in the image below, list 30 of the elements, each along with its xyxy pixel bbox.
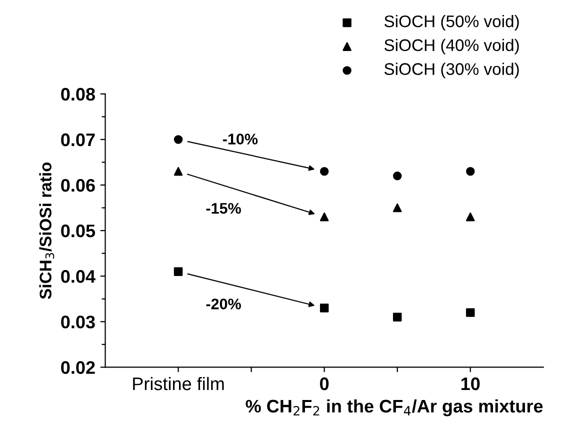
y-axis-title: SiCH$_{3}$/SiOSi ratio xyxy=(39,162,54,300)
legend-label: SiOCH (30% void) xyxy=(384,62,519,78)
y-tick-label: 0.03 xyxy=(61,316,95,328)
point xyxy=(392,203,402,212)
annotation: -10% xyxy=(222,134,258,144)
x-tick-label: 10 xyxy=(461,377,480,390)
y-tick-label: 0.04 xyxy=(61,270,96,283)
x-axis-title: % CH$_{2}$F$_{2}$ in the CF$_{4}$/Ar gas mixture xyxy=(246,399,543,416)
point xyxy=(320,212,329,222)
point xyxy=(466,308,475,317)
y-tick-label: 0.08 xyxy=(61,88,95,101)
y-tick-label: 0.07 xyxy=(61,133,95,146)
legend-label: SiOCH (40% void) xyxy=(384,38,519,54)
y-tick-label: 0.05 xyxy=(61,224,96,238)
point xyxy=(174,135,183,144)
x-tick-label: Pristine film xyxy=(133,376,224,390)
annotation: -15% xyxy=(206,202,241,214)
point xyxy=(392,172,402,180)
x-tick-label: 0 xyxy=(320,377,329,390)
annotation: -20% xyxy=(206,298,241,310)
point xyxy=(320,304,329,312)
y-tick-label: 0.02 xyxy=(61,361,95,374)
legend-label: SiOCH (50% void) xyxy=(384,15,519,31)
point xyxy=(466,167,475,176)
point xyxy=(174,267,183,276)
point xyxy=(174,167,183,176)
point xyxy=(392,312,402,322)
point xyxy=(466,212,475,222)
y-tick-label: 0.06 xyxy=(61,178,95,192)
point xyxy=(320,167,329,176)
